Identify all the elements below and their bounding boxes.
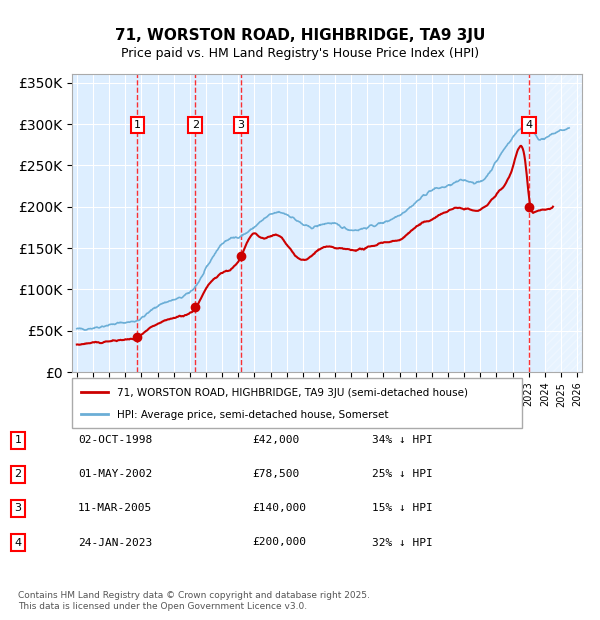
Text: 25% ↓ HPI: 25% ↓ HPI (372, 469, 433, 479)
Text: 4: 4 (525, 120, 532, 130)
Text: Contains HM Land Registry data © Crown copyright and database right 2025.
This d: Contains HM Land Registry data © Crown c… (18, 591, 370, 611)
Text: 24-JAN-2023: 24-JAN-2023 (78, 538, 152, 547)
Text: 1: 1 (134, 120, 141, 130)
Text: HPI: Average price, semi-detached house, Somerset: HPI: Average price, semi-detached house,… (117, 410, 389, 420)
Bar (547, 74, 585, 372)
Text: Price paid vs. HM Land Registry's House Price Index (HPI): Price paid vs. HM Land Registry's House … (121, 46, 479, 60)
Text: 1: 1 (14, 435, 22, 445)
Text: £200,000: £200,000 (252, 538, 306, 547)
FancyBboxPatch shape (72, 378, 522, 428)
Text: 15% ↓ HPI: 15% ↓ HPI (372, 503, 433, 513)
Text: 32% ↓ HPI: 32% ↓ HPI (372, 538, 433, 547)
Text: 11-MAR-2005: 11-MAR-2005 (78, 503, 152, 513)
Text: £78,500: £78,500 (252, 469, 299, 479)
Text: 02-OCT-1998: 02-OCT-1998 (78, 435, 152, 445)
Text: 3: 3 (238, 120, 244, 130)
Text: 71, WORSTON ROAD, HIGHBRIDGE, TA9 3JU (semi-detached house): 71, WORSTON ROAD, HIGHBRIDGE, TA9 3JU (s… (117, 388, 468, 398)
Text: £42,000: £42,000 (252, 435, 299, 445)
Text: 3: 3 (14, 503, 22, 513)
Text: 71, WORSTON ROAD, HIGHBRIDGE, TA9 3JU: 71, WORSTON ROAD, HIGHBRIDGE, TA9 3JU (115, 28, 485, 43)
Text: 2: 2 (191, 120, 199, 130)
Text: 2: 2 (14, 469, 22, 479)
Text: 4: 4 (14, 538, 22, 547)
Text: 01-MAY-2002: 01-MAY-2002 (78, 469, 152, 479)
Text: £140,000: £140,000 (252, 503, 306, 513)
Text: 34% ↓ HPI: 34% ↓ HPI (372, 435, 433, 445)
